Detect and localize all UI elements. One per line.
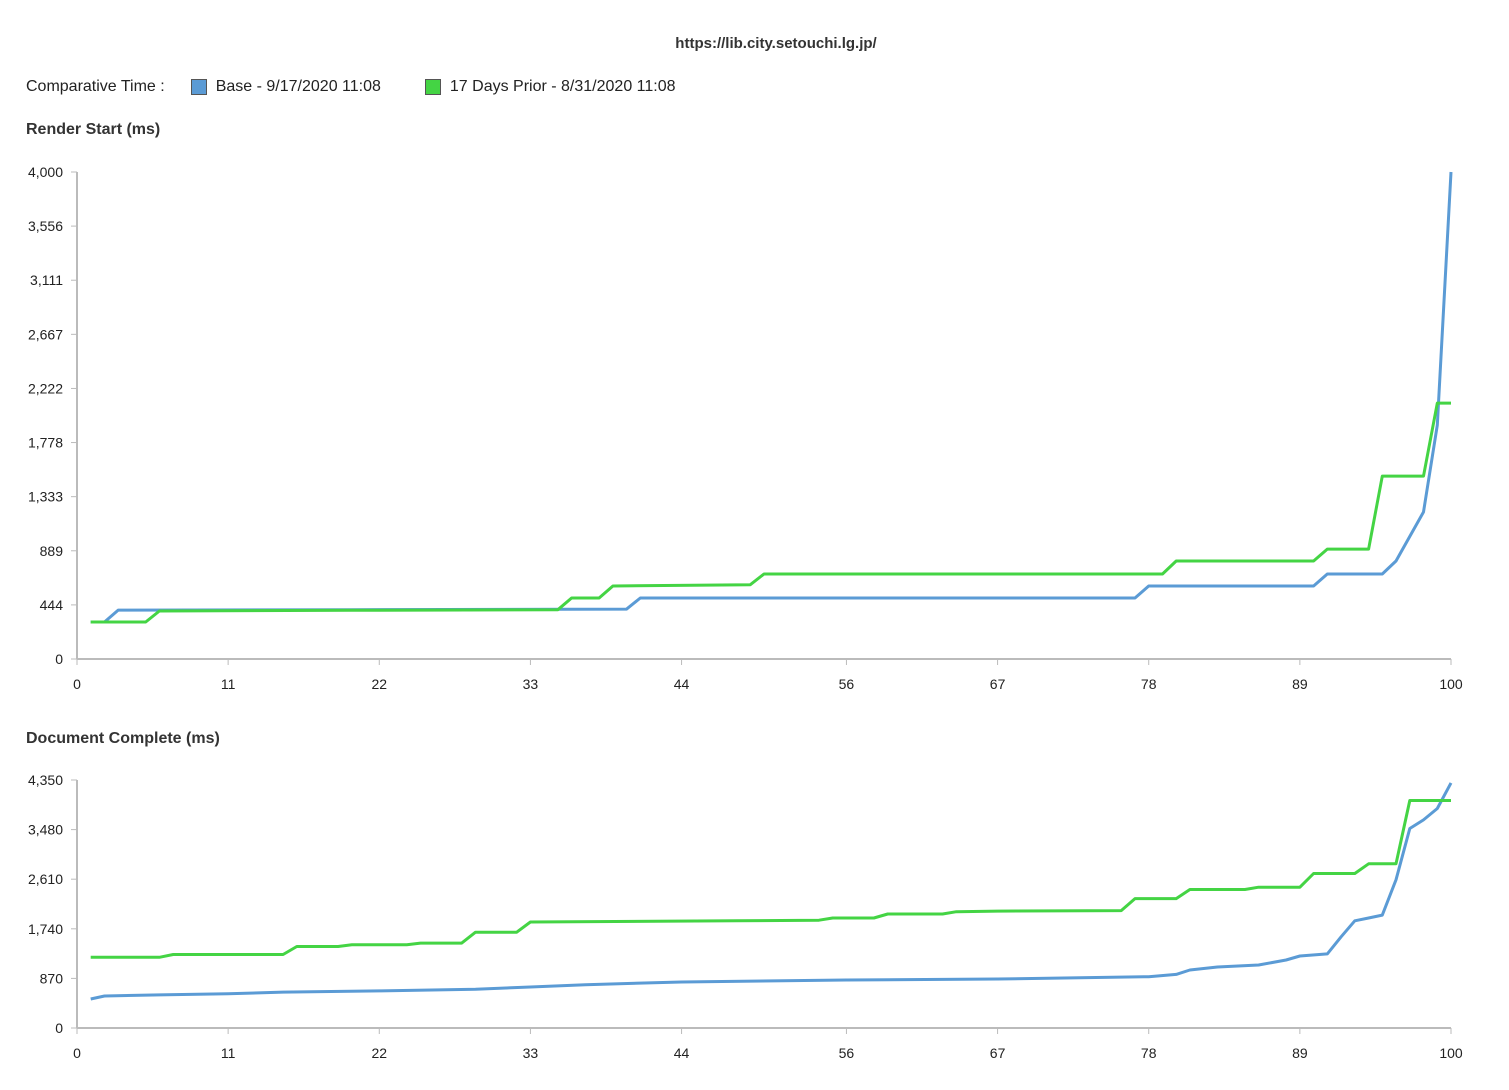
x-tick-label: 0 <box>73 1045 81 1061</box>
x-tick-label: 67 <box>990 676 1006 692</box>
chart-title-document-complete: Document Complete (ms) <box>26 730 220 747</box>
page-url-title: https://lib.city.setouchi.lg.jp/ <box>675 35 877 52</box>
y-tick-label: 4,000 <box>28 164 63 180</box>
legend-text-base: Base - 9/17/2020 11:08 <box>215 78 381 95</box>
y-tick-label: 1,333 <box>28 489 63 505</box>
series-line-prior <box>90 799 1451 959</box>
y-tick-label: 0 <box>55 651 63 667</box>
chart-title-render-start: Render Start (ms) <box>26 121 161 138</box>
y-tick-label: 444 <box>40 597 64 613</box>
x-tick-label: 56 <box>839 1045 855 1061</box>
x-tick-label: 100 <box>1439 676 1463 692</box>
x-tick-label: 89 <box>1292 1045 1308 1061</box>
x-tick-label: 78 <box>1141 676 1157 692</box>
series-line-base <box>90 782 1453 1001</box>
x-tick-label: 100 <box>1439 1045 1463 1061</box>
legend-label: Comparative Time : <box>26 78 165 95</box>
y-tick-label: 0 <box>55 1020 63 1036</box>
series-line-prior <box>90 401 1451 624</box>
legend-text-prior: 17 Days Prior - 8/31/2020 11:08 <box>449 78 676 95</box>
y-tick-label: 2,222 <box>28 380 63 396</box>
x-tick-label: 56 <box>839 676 855 692</box>
y-tick-label: 4,350 <box>28 772 63 788</box>
y-tick-label: 2,667 <box>28 326 63 342</box>
x-tick-label: 67 <box>990 1045 1006 1061</box>
y-tick-label: 3,556 <box>28 218 63 234</box>
x-tick-label: 44 <box>674 676 690 692</box>
x-tick-label: 22 <box>371 676 387 692</box>
x-tick-label: 89 <box>1292 676 1308 692</box>
y-tick-label: 2,610 <box>28 871 63 887</box>
x-tick-label: 11 <box>221 1045 236 1061</box>
series-line-base <box>90 171 1453 624</box>
x-tick-label: 11 <box>221 676 236 692</box>
legend-swatch-prior <box>424 79 441 95</box>
y-tick-label: 3,111 <box>30 272 63 288</box>
y-tick-label: 1,740 <box>28 921 63 937</box>
legend-swatch-base <box>190 79 207 95</box>
x-tick-label: 78 <box>1141 1045 1157 1061</box>
x-tick-label: 44 <box>674 1045 690 1061</box>
x-tick-label: 0 <box>73 676 81 692</box>
x-tick-label: 33 <box>523 676 539 692</box>
legend-item-base: Base - 9/17/2020 11:08 <box>190 78 381 96</box>
y-tick-label: 3,480 <box>28 822 63 838</box>
legend: Comparative Time : Base - 9/17/2020 11:0… <box>26 78 676 96</box>
x-tick-label: 22 <box>371 1045 387 1061</box>
legend-item-prior: 17 Days Prior - 8/31/2020 11:08 <box>424 78 676 96</box>
y-tick-label: 870 <box>40 970 64 986</box>
x-tick-label: 33 <box>523 1045 539 1061</box>
y-tick-label: 1,778 <box>28 435 63 451</box>
y-tick-label: 889 <box>40 543 64 559</box>
